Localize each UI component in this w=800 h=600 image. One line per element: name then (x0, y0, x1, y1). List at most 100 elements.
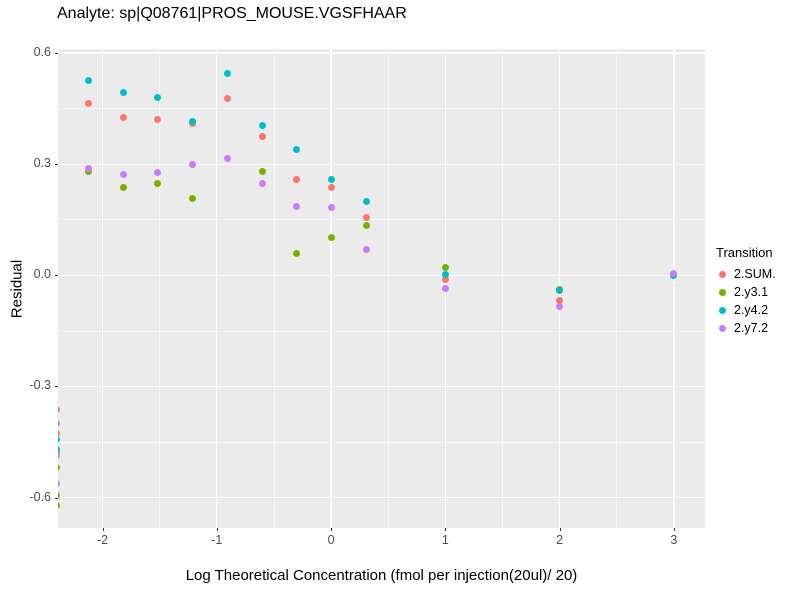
y-tick-mark (55, 386, 58, 388)
data-point (119, 114, 127, 122)
legend-key-dot (719, 288, 726, 296)
data-point (153, 168, 161, 176)
plot-title: Analyte: sp|Q08761|PROS_MOUSE.VGSFHAAR (57, 5, 407, 22)
data-point (441, 276, 449, 284)
x-tick-mark (331, 528, 333, 531)
legend-item: 2.y4.2 (716, 301, 776, 319)
legend-key-dot (719, 324, 726, 332)
y-tick-label: -0.3 (29, 378, 51, 393)
x-tick-label: -2 (96, 533, 109, 547)
data-point (293, 175, 301, 183)
plot-panel (58, 49, 705, 528)
x-tick-label: 2 (556, 533, 564, 547)
y-tick-label: 0.0 (33, 267, 51, 282)
major-gridline-y (58, 52, 705, 54)
data-point (153, 180, 161, 188)
data-point (556, 287, 564, 295)
major-gridline-x (101, 49, 104, 528)
x-tick-mark (216, 528, 218, 531)
data-point (58, 436, 61, 444)
data-point (58, 479, 61, 487)
legend-item: 2.SUM. (716, 265, 776, 283)
legend-key (716, 321, 730, 335)
data-point (293, 249, 301, 257)
x-tick-label: 3 (670, 533, 678, 547)
data-point (189, 195, 197, 203)
data-point (58, 464, 61, 472)
major-gridline-y (58, 496, 705, 499)
minor-gridline-x (159, 49, 161, 528)
x-tick-mark (673, 528, 675, 531)
data-point (189, 118, 197, 126)
data-point (223, 94, 231, 102)
data-point (362, 222, 370, 230)
data-point (119, 183, 127, 191)
x-tick-mark (102, 528, 104, 531)
data-point (58, 492, 61, 500)
major-gridline-x (330, 49, 332, 528)
x-tick-label: 1 (441, 533, 449, 547)
minor-gridline-x (616, 49, 618, 528)
y-tick-mark (55, 164, 58, 166)
data-point (259, 179, 266, 187)
data-point (362, 213, 370, 221)
minor-gridline-x (502, 49, 503, 528)
legend-title: Transition (716, 245, 773, 260)
data-point (85, 165, 93, 173)
data-point (189, 160, 197, 168)
data-point (58, 420, 61, 428)
data-point (85, 77, 93, 85)
legend-key-dot (719, 270, 726, 278)
major-gridline-x (673, 49, 675, 528)
data-point (119, 88, 127, 96)
legend-items: 2.SUM. 2.y3.1 2.y4.2 2.y7.2 (716, 265, 776, 337)
major-gridline-y (58, 385, 705, 388)
data-point (293, 202, 301, 210)
data-point (556, 297, 564, 305)
data-point (58, 502, 61, 510)
y-axis-title: Residual (8, 259, 26, 319)
data-point (259, 168, 266, 176)
x-tick-mark (445, 528, 447, 531)
data-point (670, 269, 678, 277)
major-gridline-x (216, 49, 218, 528)
data-point (259, 122, 266, 130)
data-point (259, 132, 266, 140)
x-tick-label: -1 (211, 533, 223, 547)
legend-item-label: 2.SUM. (734, 267, 776, 281)
data-point (58, 451, 61, 459)
x-tick-label: 0 (327, 533, 335, 547)
data-point (327, 204, 335, 212)
data-point (327, 183, 335, 191)
major-gridline-y (58, 274, 705, 277)
legend-key (716, 285, 730, 299)
data-point (58, 446, 61, 454)
legend-key-dot (719, 306, 726, 314)
data-point (223, 155, 231, 163)
data-point (153, 116, 161, 124)
y-tick-label: 0.6 (33, 45, 51, 60)
data-point (441, 264, 449, 272)
legend-key (716, 267, 730, 281)
legend-item-label: 2.y7.2 (734, 321, 769, 335)
data-point (58, 406, 61, 414)
y-tick-label: 0.3 (33, 156, 51, 171)
minor-gridline-y (58, 441, 705, 443)
y-tick-mark (55, 275, 58, 277)
data-point (556, 303, 564, 311)
data-point (327, 234, 335, 242)
data-point (119, 171, 127, 179)
minor-gridline-y (58, 219, 705, 221)
y-tick-mark (55, 497, 58, 499)
legend: Transition 2.SUM. 2.y3.1 2.y4.2 2.y7.2 (716, 245, 776, 337)
legend-item-label: 2.y4.2 (734, 303, 769, 317)
y-tick-mark (55, 53, 58, 55)
data-point (223, 70, 231, 78)
minor-gridline-y (58, 108, 705, 110)
x-tick-mark (559, 528, 561, 531)
minor-gridline-x (387, 49, 389, 528)
data-point (362, 198, 370, 206)
data-point (293, 145, 301, 153)
y-tick-label: -0.6 (29, 489, 51, 504)
